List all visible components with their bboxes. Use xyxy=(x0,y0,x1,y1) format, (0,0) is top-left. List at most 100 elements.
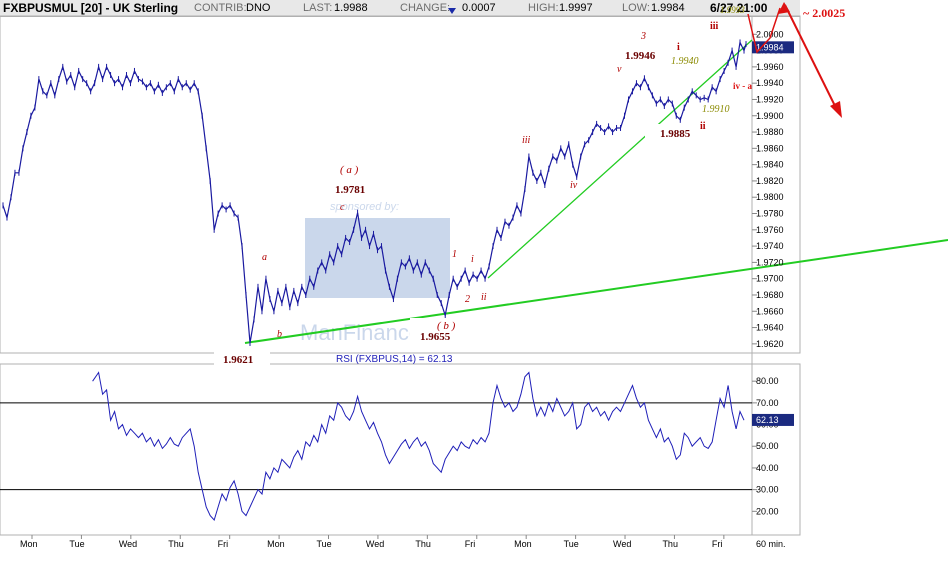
contrib-label: CONTRIB: xyxy=(194,2,247,14)
price-tick-label: 1.9880 xyxy=(756,127,784,137)
high-label: HIGH: xyxy=(528,2,559,14)
last-label: LAST: xyxy=(303,2,333,14)
time-tick-label: Thu xyxy=(415,539,431,549)
time-tick-label: Thu xyxy=(662,539,678,549)
rsi-label: RSI (FXBPUS,14) = 62.13 xyxy=(336,354,453,365)
rsi-panel-frame xyxy=(0,363,801,536)
time-tick-label: Tue xyxy=(69,539,84,549)
rsi-last-tag-label: 62.13 xyxy=(756,415,779,425)
price-tick-label: 1.9960 xyxy=(756,62,784,72)
wave-ii-right: ii xyxy=(700,121,706,132)
wave-a: a xyxy=(262,252,267,263)
low-label: LOW: xyxy=(622,2,650,14)
value-1-9940: 1.9940 xyxy=(671,56,699,67)
projection-arrows xyxy=(747,2,842,118)
wave-ii-left: ii xyxy=(481,292,487,303)
value-1-9946: 1.9946 xyxy=(625,50,656,62)
label-box-1-9621 xyxy=(214,346,270,368)
price-line xyxy=(2,40,747,344)
value-1-9781: 1.9781 xyxy=(335,184,365,196)
price-tick-label: 1.9720 xyxy=(756,257,784,267)
time-tick-label: Fri xyxy=(712,539,723,549)
time-axis: Mon Tue Wed Thu Fri Mon Tue Wed Thu Fri Mon Tue Wed T… xyxy=(20,535,786,549)
time-unit-label: 60 min. xyxy=(756,539,786,549)
price-last-tag xyxy=(752,41,794,54)
time-tick-label: Wed xyxy=(119,539,137,549)
time-tick-label: Wed xyxy=(613,539,631,549)
label-box-1-9885 xyxy=(645,124,715,144)
price-y-axis: 2.00001.99801.99601.99401.99201.99001.98… xyxy=(752,29,794,349)
price-series xyxy=(2,39,747,347)
time-tick-label: Tue xyxy=(317,539,332,549)
price-tick-label: 1.9800 xyxy=(756,192,784,202)
projection-zigzag xyxy=(747,7,781,54)
price-tick-label: 1.9940 xyxy=(756,78,784,88)
value-1-9621: 1.9621 xyxy=(223,354,253,366)
value-1-9885: 1.9885 xyxy=(660,128,691,140)
rsi-tick-label: 70.00 xyxy=(756,398,779,408)
contrib-value: DNO xyxy=(246,2,271,14)
value-1-9655: 1.9655 xyxy=(420,331,451,343)
rsi-tick-label: 20.00 xyxy=(756,506,779,516)
high-value: 1.9997 xyxy=(559,2,593,14)
change-down-arrow-icon xyxy=(446,5,459,17)
wave-annotations: ( a ) 1.9781 1.9621 ( b ) 1.9655 a b c 1… xyxy=(223,5,845,366)
value-1-9910: 1.9910 xyxy=(702,104,730,115)
time-tick-label: Wed xyxy=(366,539,384,549)
rsi-tick-label: 80.00 xyxy=(756,376,779,386)
time-tick-label: Mon xyxy=(20,539,38,549)
price-tick-label: 1.9920 xyxy=(756,94,784,104)
target-value: ~ 2.0025 xyxy=(803,6,845,20)
price-tick-label: 1.9680 xyxy=(756,290,784,300)
price-tick-label: 1.9700 xyxy=(756,274,784,284)
rsi-series xyxy=(92,371,745,521)
chart-title: FXBPUSMUL [20] - UK Sterling xyxy=(3,1,179,15)
projection-down-line xyxy=(784,4,839,113)
watermark-logo xyxy=(305,218,450,298)
watermark-text: sponsored by: xyxy=(330,201,399,213)
wave-3: 3 xyxy=(640,31,646,42)
low-value: 1.9984 xyxy=(651,2,685,14)
wave-iii-right: iii xyxy=(710,21,719,32)
time-tick-label: Tue xyxy=(564,539,579,549)
long-trendline xyxy=(244,239,948,344)
wave-b: b xyxy=(277,329,282,340)
time-tick-label: Fri xyxy=(465,539,476,549)
price-grid xyxy=(752,33,757,345)
time-tick-label: Mon xyxy=(514,539,532,549)
price-tick-label: 1.9820 xyxy=(756,176,784,186)
rsi-tick-label: 40.00 xyxy=(756,463,779,473)
header-datetime: 6/27 21:00 xyxy=(710,1,768,15)
price-tick-label: 1.9660 xyxy=(756,306,784,316)
price-tick-label: 1.9640 xyxy=(756,323,784,333)
change-label: CHANGE: xyxy=(400,2,451,14)
rsi-tick-label: 30.00 xyxy=(756,485,779,495)
last-value: 1.9988 xyxy=(334,2,368,14)
projection-peak-marker xyxy=(778,2,790,14)
time-tick-label: Fri xyxy=(218,539,229,549)
wave-iv-a: iv - a xyxy=(733,81,752,91)
label-box-1-9655 xyxy=(410,318,472,352)
wave-a-paren: ( a ) xyxy=(340,164,359,176)
change-value: 0.0007 xyxy=(462,2,496,14)
rsi-line xyxy=(92,371,745,521)
wave-iv-left: iv xyxy=(570,180,578,191)
price-tick-label: 2.0000 xyxy=(756,29,784,39)
wave-i-left: i xyxy=(471,254,474,265)
price-panel-frame xyxy=(0,15,801,354)
price-tick-label: 1.9900 xyxy=(756,111,784,121)
projection-arrowhead xyxy=(830,101,842,118)
wave-i-right: i xyxy=(677,42,680,53)
time-tick-label: Mon xyxy=(267,539,285,549)
rsi-last-tag xyxy=(752,413,794,426)
value-1-9993: 1.9993 xyxy=(720,5,745,15)
wave-2: 2 xyxy=(465,294,470,305)
rsi-tick-label: 50.00 xyxy=(756,441,779,451)
short-trendline xyxy=(487,39,753,279)
wave-c: c xyxy=(340,202,345,213)
price-tick-label: 1.9740 xyxy=(756,241,784,251)
price-tick-label: 1.9860 xyxy=(756,143,784,153)
wave-b-paren: ( b ) xyxy=(437,320,456,332)
price-tick-label: 1.9780 xyxy=(756,209,784,219)
